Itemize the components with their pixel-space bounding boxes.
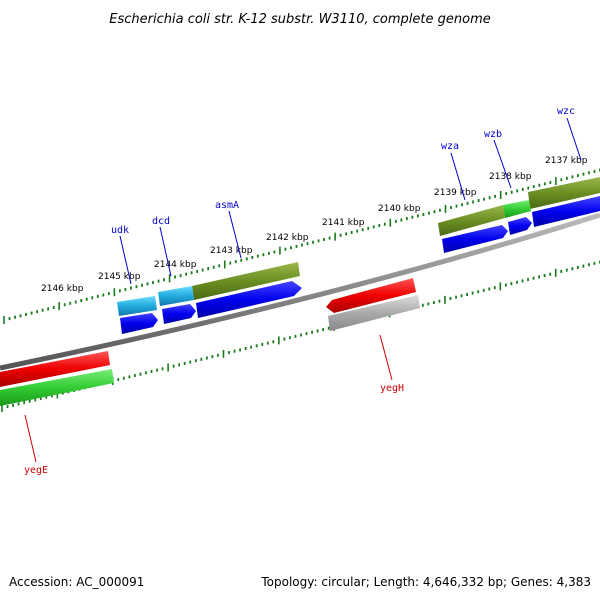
- genome-backbone: [0, 212, 600, 371]
- gene-wzc[interactable]: [528, 177, 600, 209]
- gene-label-yegE[interactable]: yegE: [24, 465, 48, 476]
- inner-tick-ring: [1, 260, 600, 412]
- tick-label-2141: 2141 kbp: [322, 218, 365, 228]
- reverse-genes: [0, 278, 416, 387]
- map-title: Escherichia coli str. K-12 substr. W3110…: [109, 12, 490, 27]
- tick-label-2146: 2146 kbp: [41, 284, 84, 294]
- callout-wzb: [493, 139, 512, 189]
- tick-labels: 2137 kbp 2138 kbp 2139 kbp 2140 kbp 2141…: [41, 156, 588, 294]
- gene-yegE[interactable]: [0, 351, 110, 387]
- tick-label-2137: 2137 kbp: [545, 156, 588, 166]
- genome-summary-text: Topology: circular; Length: 4,646,332 bp…: [260, 575, 591, 589]
- callout-asmA: [228, 210, 242, 259]
- reverse-cds: [0, 295, 420, 406]
- gene-label-udk[interactable]: udk: [111, 225, 129, 236]
- tick-label-2140: 2140 kbp: [378, 204, 421, 214]
- cds-wzc[interactable]: [532, 196, 600, 227]
- gene-wza[interactable]: [438, 205, 505, 236]
- forward-genes: [117, 177, 600, 316]
- gene-label-dcd[interactable]: dcd: [152, 216, 170, 227]
- gene-wzb[interactable]: [503, 200, 531, 218]
- outer-tick-ring: [3, 168, 600, 324]
- callout-dcd: [159, 226, 172, 277]
- cds-yegE[interactable]: [0, 369, 114, 406]
- tick-label-2138: 2138 kbp: [489, 172, 532, 182]
- tick-label-2145: 2145 kbp: [98, 272, 141, 282]
- forward-cds: [120, 196, 600, 334]
- callout-yegH: [379, 334, 393, 381]
- gene-label-yegH[interactable]: yegH: [380, 383, 404, 394]
- callout-udk: [119, 235, 132, 285]
- gene-callouts: [24, 117, 582, 463]
- gene-udk[interactable]: [117, 296, 157, 316]
- tick-label-2142: 2142 kbp: [266, 233, 309, 243]
- gene-asmA[interactable]: [192, 262, 300, 300]
- callout-wzc: [566, 117, 582, 161]
- tick-label-2143: 2143 kbp: [210, 246, 253, 256]
- gene-dcd[interactable]: [158, 286, 194, 306]
- accession-text: Accession: AC_000091: [9, 575, 144, 589]
- callout-yegE: [24, 414, 37, 463]
- tick-label-2144: 2144 kbp: [154, 260, 197, 270]
- gene-label-asmA[interactable]: asmA: [215, 200, 239, 211]
- cds-wza[interactable]: [442, 225, 508, 253]
- cds-asmA[interactable]: [196, 281, 302, 318]
- gene-labels: wzc wzb wza asmA dcd udk yegH yegE: [24, 106, 575, 476]
- gene-label-wza[interactable]: wza: [441, 141, 459, 152]
- cds-dcd[interactable]: [162, 304, 196, 324]
- cds-yegH[interactable]: [328, 295, 420, 331]
- cds-udk[interactable]: [120, 313, 158, 334]
- callout-wza: [450, 152, 466, 201]
- gene-label-wzc[interactable]: wzc: [557, 106, 575, 117]
- gene-label-wzb[interactable]: wzb: [484, 129, 502, 140]
- gene-yegH[interactable]: [326, 278, 416, 313]
- tick-label-2139: 2139 kbp: [434, 188, 477, 198]
- cds-wzb[interactable]: [508, 217, 532, 235]
